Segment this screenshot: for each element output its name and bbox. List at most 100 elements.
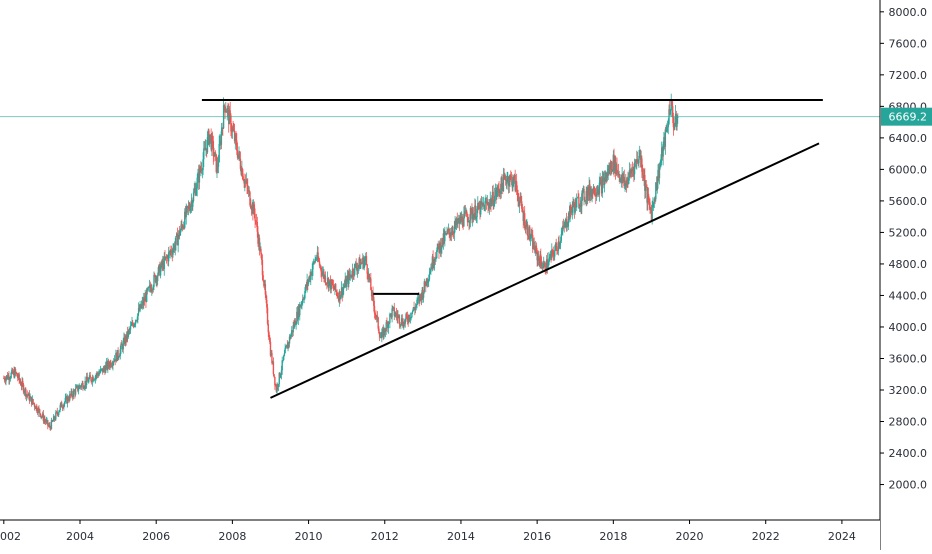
candle xyxy=(652,201,655,211)
candle xyxy=(36,408,39,415)
candle xyxy=(115,349,117,362)
candle xyxy=(664,127,667,155)
candle xyxy=(451,225,453,236)
price-axis[interactable]: 2000.0 2400.0 2800.0 3200.0 3600.0 4000.0 4400… xyxy=(879,0,932,550)
candle xyxy=(129,321,132,334)
candle xyxy=(611,160,613,174)
candle xyxy=(251,199,253,214)
candle xyxy=(465,207,467,215)
candle xyxy=(3,376,6,383)
candle xyxy=(567,211,570,231)
candle xyxy=(496,184,499,198)
candle xyxy=(295,321,297,330)
candle xyxy=(107,357,109,373)
price-tick-label: 5600.0 xyxy=(889,195,928,208)
candle xyxy=(328,281,330,292)
candle xyxy=(83,385,86,391)
candle xyxy=(288,334,291,348)
candle xyxy=(548,252,550,266)
candle xyxy=(52,414,55,422)
candle xyxy=(365,252,367,266)
candle xyxy=(492,184,494,210)
candle xyxy=(194,181,196,196)
candle xyxy=(183,224,185,230)
candle xyxy=(124,334,127,347)
candle xyxy=(72,388,75,400)
candle xyxy=(522,206,524,229)
candle xyxy=(458,215,461,231)
candle xyxy=(571,201,574,220)
candle xyxy=(222,122,224,137)
time-axis[interactable]: 002 2004 2006 2008 2010 2012 2014 2016 2018 2020 2… xyxy=(0,519,880,550)
candle xyxy=(175,235,177,251)
candle xyxy=(102,368,104,375)
candle xyxy=(282,354,285,361)
candle xyxy=(557,236,560,256)
candle xyxy=(514,169,516,193)
candle xyxy=(469,205,472,228)
candle xyxy=(176,232,178,237)
candle xyxy=(139,300,141,313)
candle xyxy=(445,233,448,236)
candle xyxy=(191,197,193,212)
candle xyxy=(80,385,82,390)
candle xyxy=(345,276,347,288)
candle xyxy=(606,164,609,182)
candle xyxy=(208,128,210,146)
candle xyxy=(225,109,228,113)
candle xyxy=(79,385,81,389)
candle xyxy=(608,162,611,175)
candle xyxy=(507,171,509,183)
candle xyxy=(623,169,626,189)
candle xyxy=(384,327,387,338)
candle xyxy=(209,134,212,143)
candle xyxy=(202,152,204,176)
candle xyxy=(45,416,48,425)
candle xyxy=(396,309,398,324)
candle xyxy=(297,304,300,326)
candle xyxy=(164,250,166,261)
candle xyxy=(449,232,451,242)
candle xyxy=(343,280,346,289)
candle xyxy=(661,146,664,161)
candle xyxy=(167,246,170,267)
candle xyxy=(400,324,402,330)
candle xyxy=(227,102,229,118)
candle xyxy=(203,141,205,168)
candle xyxy=(448,227,450,239)
candle xyxy=(248,186,250,196)
candle xyxy=(460,212,462,223)
candle xyxy=(512,174,515,187)
candle xyxy=(521,195,523,212)
candle xyxy=(450,227,453,242)
candle xyxy=(19,378,21,384)
candle xyxy=(241,160,243,178)
price-tick-label: 2800.0 xyxy=(889,416,928,429)
candle xyxy=(339,291,341,304)
candle xyxy=(386,321,389,333)
trendline-ascending-support[interactable] xyxy=(270,142,820,399)
candle xyxy=(389,313,392,317)
candle xyxy=(611,169,614,172)
candle xyxy=(649,207,652,214)
candle xyxy=(413,301,415,310)
candle xyxy=(330,278,332,294)
candle xyxy=(293,319,295,329)
candle xyxy=(86,372,89,381)
candle xyxy=(153,271,155,291)
candle xyxy=(305,282,308,290)
candle xyxy=(634,159,637,167)
candle xyxy=(324,271,327,286)
candle xyxy=(94,374,97,384)
candle xyxy=(237,154,239,160)
candle xyxy=(118,353,121,358)
candle xyxy=(596,185,598,198)
candle xyxy=(219,133,221,146)
candle xyxy=(510,171,513,186)
candle xyxy=(560,227,563,244)
candle xyxy=(527,235,530,240)
candle xyxy=(135,319,138,322)
candle xyxy=(423,278,426,294)
candle xyxy=(446,226,448,236)
